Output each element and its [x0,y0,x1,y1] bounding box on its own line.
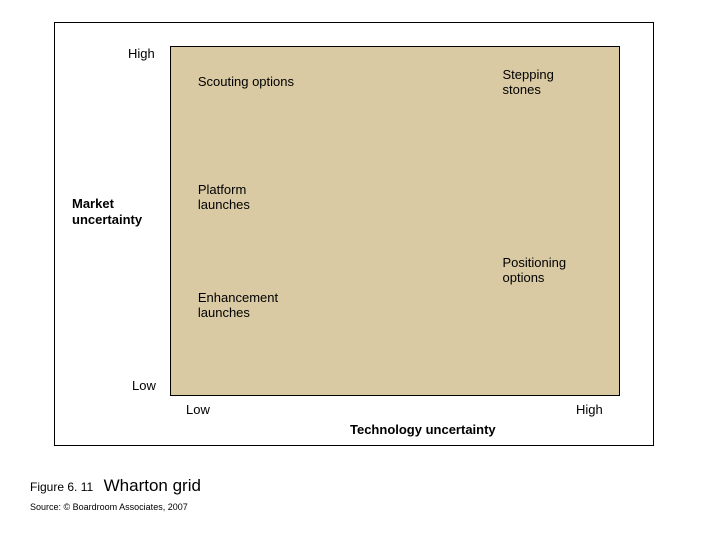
page: Market uncertainty High Low Scouting opt… [0,0,720,540]
plot-area: Scouting options Stepping stones Platform … [170,46,620,396]
x-axis-high-label: High [576,402,603,417]
quadrant-enhancement: Enhancement launches [198,291,278,321]
figure-number: Figure 6. 11 [30,480,93,494]
x-axis-low-label: Low [186,402,210,417]
quadrant-scouting: Scouting options [198,75,294,90]
y-axis-title: Market uncertainty [72,196,152,227]
figure-caption: Figure 6. 11 Wharton grid [30,476,201,496]
figure-title: Wharton grid [104,476,201,495]
y-axis-low-label: Low [132,378,156,393]
x-axis-title: Technology uncertainty [350,422,496,437]
quadrant-positioning: Positioning options [503,256,567,286]
quadrant-stepping: Stepping stones [503,68,554,98]
y-axis-high-label: High [128,46,155,61]
figure-source: Source: © Boardroom Associates, 2007 [30,502,188,512]
quadrant-platform: Platform launches [198,183,250,213]
